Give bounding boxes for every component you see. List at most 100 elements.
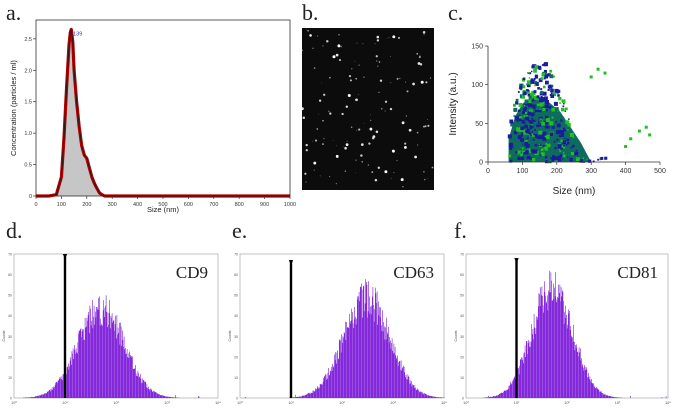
- histogram-bar: [400, 369, 401, 398]
- histogram-bar: [593, 383, 594, 398]
- particle-spot: [376, 35, 380, 39]
- histogram-bar: [80, 328, 82, 398]
- histogram-bar: [300, 396, 302, 398]
- histogram-bar: [385, 339, 387, 398]
- histogram-bar: [384, 339, 386, 398]
- scatter-point: [552, 92, 557, 97]
- scatter-point: [529, 109, 533, 114]
- scatter-point: [545, 115, 549, 119]
- histogram-bar: [574, 350, 576, 398]
- histogram-bar: [341, 334, 342, 398]
- x-tick-label: 10³: [164, 401, 170, 405]
- histogram-bar: [130, 354, 131, 398]
- histogram-bar: [390, 348, 392, 398]
- histogram-bar: [542, 296, 543, 398]
- particle-spot: [427, 118, 429, 121]
- scatter-point: [544, 146, 549, 151]
- particle-spot: [378, 61, 381, 63]
- particle-spot: [393, 171, 395, 174]
- scatter-point: [542, 145, 545, 147]
- scatter-point: [534, 84, 537, 87]
- scatter-point: [538, 97, 544, 102]
- scatter-point: [557, 89, 561, 93]
- particle-spot: [311, 140, 313, 142]
- histogram-bar: [292, 397, 294, 398]
- histogram-bar: [573, 324, 574, 398]
- scatter-point: [569, 157, 574, 162]
- x-tick-label: 10⁴: [441, 401, 447, 405]
- histogram-bar: [429, 395, 430, 398]
- histogram-bar: [62, 380, 63, 398]
- histogram-bar: [359, 301, 360, 398]
- scatter-point: [539, 102, 544, 107]
- histogram-bar: [343, 337, 344, 398]
- histogram-bar: [611, 396, 613, 398]
- image-background: [302, 28, 434, 190]
- histogram-bar: [139, 376, 140, 398]
- histogram-bar: [608, 396, 610, 398]
- histogram-bar: [40, 395, 41, 398]
- histogram-bar: [485, 397, 487, 398]
- x-tick-label: 500: [654, 168, 666, 175]
- x-tick-label: 10³: [615, 401, 621, 405]
- histogram-bar: [425, 394, 426, 398]
- histogram-bar: [405, 375, 407, 398]
- scatter-point: [539, 154, 542, 157]
- histogram-bar: [372, 296, 373, 398]
- histogram-bar: [104, 316, 105, 398]
- scatter-point: [516, 127, 521, 132]
- histogram-bar: [114, 330, 115, 398]
- histogram-bar: [160, 395, 161, 398]
- histogram-bar: [617, 397, 618, 398]
- histogram-bar: [311, 392, 312, 398]
- scatter-point: [578, 159, 581, 162]
- particle-spot: [388, 37, 390, 39]
- particle-spot: [384, 100, 388, 103]
- histogram-bar: [420, 391, 421, 398]
- scatter-point: [513, 103, 516, 107]
- scatter-point: [525, 150, 529, 154]
- particle-spot: [391, 149, 395, 153]
- particle-spot: [380, 107, 383, 110]
- histogram-bar: [364, 303, 366, 398]
- scatter-point: [528, 139, 531, 143]
- particle-spot: [399, 77, 401, 80]
- histogram-bar: [414, 385, 416, 398]
- histogram-bar: [146, 384, 148, 398]
- histogram-bar: [322, 384, 323, 398]
- histogram-bar: [357, 296, 358, 398]
- scatter-point: [556, 91, 559, 94]
- scatter-point: [514, 116, 519, 121]
- histogram-bar: [388, 326, 389, 398]
- scatter-point: [531, 158, 536, 162]
- particle-spot: [426, 178, 428, 180]
- histogram-bar: [81, 337, 82, 398]
- histogram-bar: [108, 324, 109, 398]
- histogram-bar: [505, 390, 507, 398]
- histogram-bar: [374, 309, 375, 398]
- histogram-bar: [143, 380, 145, 398]
- histogram-bar: [59, 377, 61, 398]
- scatter-point: [531, 133, 535, 137]
- histogram-bar: [520, 359, 522, 398]
- histogram-bar: [26, 397, 28, 398]
- histogram-bar: [371, 305, 372, 398]
- scatter-point: [540, 148, 544, 152]
- histogram-bar: [409, 383, 410, 398]
- histogram-bar: [557, 296, 558, 398]
- histogram-bar: [27, 397, 29, 398]
- scatter-point: [524, 111, 528, 115]
- histogram-bar: [570, 325, 571, 398]
- histogram-bar: [295, 397, 297, 398]
- scatter-point: [537, 87, 540, 90]
- scatter-point: [532, 138, 535, 141]
- histogram-bar: [438, 397, 440, 398]
- histogram-bar: [168, 396, 169, 398]
- scatter-point: [557, 157, 560, 160]
- histogram-bar: [168, 397, 170, 398]
- histogram-bar: [494, 396, 495, 398]
- y-tick-label: 2.0: [24, 68, 32, 74]
- histogram-bar: [566, 314, 567, 398]
- scatter-point: [540, 88, 543, 91]
- histogram-bar: [542, 305, 544, 398]
